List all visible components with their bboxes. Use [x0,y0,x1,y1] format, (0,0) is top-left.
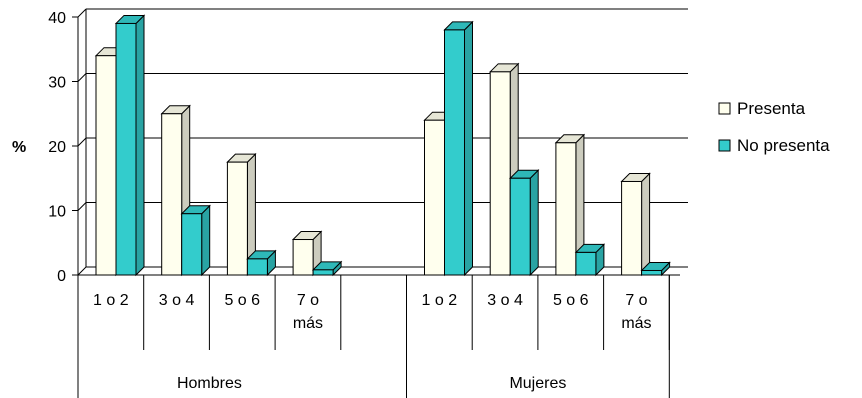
bar-no-presenta [640,261,671,277]
gridline [77,8,87,18]
gridline [77,73,87,82]
bar-presenta [620,172,651,277]
y-tick-label: 30 [48,75,66,92]
group-label: Mujeres [509,375,566,392]
y-axis-label: % [12,139,26,156]
bar-no-presenta [443,20,474,277]
x-category-label: 3 o 4 [487,292,523,309]
bar-no-presenta [114,14,146,277]
y-tick-label: 20 [48,139,66,156]
gridline [77,137,87,147]
x-category-label: más [293,315,323,332]
bars [94,14,671,277]
bar-presenta [160,104,191,277]
y-tick-label: 10 [48,204,66,221]
floor-edge [77,266,87,276]
legend-swatch [718,102,731,115]
bar-no-presenta [508,169,540,277]
y-tick-label: 40 [48,10,66,27]
bar-presenta [554,133,586,277]
x-category-label: 5 o 6 [553,292,589,309]
group-label: Hombres [177,375,242,392]
bar-no-presenta [246,249,277,277]
legend: Presenta No presenta [718,99,830,155]
y-tick-label: 0 [57,268,66,285]
gridline [77,202,87,211]
y-tick-labels: 0 10 20 30 40 [48,10,66,285]
legend-label: No presenta [737,136,830,155]
x-category-label: 7 o [297,292,319,309]
x-category-label: 3 o 4 [159,292,195,309]
bar-no-presenta [180,204,211,277]
bar-no-presenta [311,260,343,277]
legend-swatch [718,139,731,152]
x-category-label: 5 o 6 [224,292,260,309]
legend-label: Presenta [737,99,806,118]
x-category-label: 7 o [625,292,647,309]
bar-no-presenta [574,243,606,277]
x-category-label: 1 o 2 [422,292,458,309]
x-category-label: 1 o 2 [93,292,129,309]
x-category-labels: 1 o 2 3 o 4 5 o 6 7 o más 1 o 2 3 o 4 5 o 6 7 o m… [77,275,670,398]
x-category-label: más [621,315,651,332]
